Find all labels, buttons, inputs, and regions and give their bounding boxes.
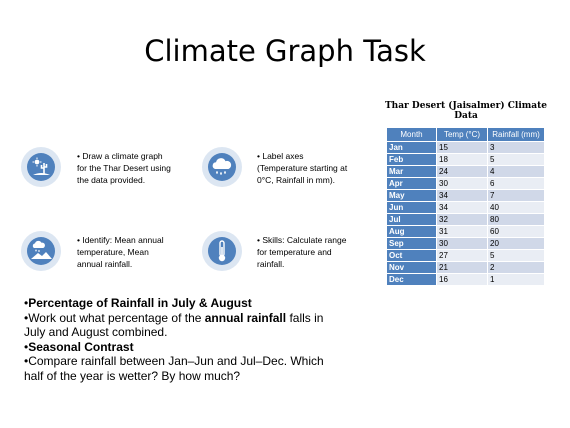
table-row: May 34 7 (386, 189, 545, 202)
task-line: rainfall. (257, 259, 285, 269)
task-line: • Draw a climate graph (77, 151, 163, 161)
temp-cell: 16 (436, 273, 488, 286)
table-row: Aug 31 60 (386, 225, 545, 238)
table-row: Jun 34 40 (386, 201, 545, 214)
temp-cell: 30 (436, 237, 488, 250)
question-2-heading: •Seasonal Contrast (24, 339, 134, 354)
question-1-text-cont: July and August combined. (24, 325, 168, 339)
temp-cell: 32 (436, 213, 488, 226)
task-line: 0°C, Rainfall in mm). (257, 175, 336, 185)
rain-cell: 80 (487, 213, 545, 226)
month-cell: Jan (386, 141, 437, 154)
question-1-text: •Work out what percentage of the annual … (24, 310, 324, 325)
task-label-axes: • Label axes (Temperature starting at 0°… (257, 150, 347, 186)
rain-cell: 7 (487, 189, 545, 202)
table-row: Oct 27 5 (386, 249, 545, 262)
task-skills-range: • Skills: Calculate range for temperatur… (257, 234, 346, 270)
rain-cloud-icon (202, 147, 242, 187)
landscape-weather-icon (21, 231, 61, 271)
question-1-heading: •Percentage of Rainfall in July & August (24, 296, 252, 310)
header-month: Month (386, 127, 437, 142)
thermometer-icon (202, 231, 242, 271)
rain-cell: 5 (487, 153, 545, 166)
task-line: (Temperature starting at (257, 163, 348, 173)
task-draw-graph: • Draw a climate graph for the Thar Dese… (77, 150, 171, 186)
table-row: Jul 32 80 (386, 213, 545, 226)
month-cell: Nov (386, 261, 437, 274)
task-line: • Identify: Mean annual (77, 235, 164, 245)
month-cell: Apr (386, 177, 437, 190)
slide-title: Climate Graph Task (144, 34, 426, 68)
month-cell: Oct (386, 249, 437, 262)
rain-cell: 20 (487, 237, 545, 250)
question-2-text: •Compare rainfall between Jan–Jun and Ju… (24, 354, 324, 368)
temp-cell: 34 (436, 201, 488, 214)
temp-cell: 18 (436, 153, 488, 166)
rain-cell: 60 (487, 225, 545, 238)
rain-cell: 40 (487, 201, 545, 214)
task-line: annual rainfall. (77, 259, 133, 269)
table-row: Jan 15 3 (386, 141, 545, 154)
temp-cell: 15 (436, 141, 488, 154)
task-line: for temperature and (257, 247, 332, 257)
temp-cell: 31 (436, 225, 488, 238)
month-cell: May (386, 189, 437, 202)
month-cell: Jun (386, 201, 437, 214)
table-row: Mar 24 4 (386, 165, 545, 178)
task-line: • Label axes (257, 151, 304, 161)
rain-cell: 5 (487, 249, 545, 262)
header-rainfall: Rainfall (mm) (487, 127, 545, 142)
rain-cell: 6 (487, 177, 545, 190)
table-header-row: Month Temp (°C) Rainfall (mm) (386, 127, 545, 142)
table-row: Dec 16 1 (386, 273, 545, 286)
temp-cell: 24 (436, 165, 488, 178)
month-cell: Aug (386, 225, 437, 238)
temp-cell: 27 (436, 249, 488, 262)
temp-cell: 21 (436, 261, 488, 274)
month-cell: Feb (386, 153, 437, 166)
desert-cactus-icon (21, 147, 61, 187)
climate-data-table: Month Temp (°C) Rainfall (mm) Jan 15 3 Feb… (386, 127, 545, 286)
rain-cell: 4 (487, 165, 545, 178)
rain-cell: 2 (487, 261, 545, 274)
table-row: Apr 30 6 (386, 177, 545, 190)
month-cell: Jul (386, 213, 437, 226)
rain-cell: 1 (487, 273, 545, 286)
question-2-text-cont: half of the year is wetter? By how much? (24, 368, 241, 383)
temp-cell: 34 (436, 189, 488, 202)
month-cell: Dec (386, 273, 437, 286)
table-row: Feb 18 5 (386, 153, 545, 166)
task-line: for the Thar Desert using (77, 163, 171, 173)
task-line: the data provided. (77, 175, 146, 185)
month-cell: Sep (386, 237, 437, 250)
task-line: temperature, Mean (77, 247, 149, 257)
task-identify-means: • Identify: Mean annual temperature, Mea… (77, 234, 164, 270)
table-row: Sep 30 20 (386, 237, 545, 250)
rain-cell: 3 (487, 141, 545, 154)
task-line: • Skills: Calculate range (257, 235, 347, 245)
questions-block: •Percentage of Rainfall in July & August… (24, 296, 354, 383)
month-cell: Mar (386, 165, 437, 178)
header-temp: Temp (°C) (436, 127, 488, 142)
temp-cell: 30 (436, 177, 488, 190)
table-row: Nov 21 2 (386, 261, 545, 274)
table-title: Thar Desert (Jaisalmer) Climate Data (384, 101, 547, 121)
